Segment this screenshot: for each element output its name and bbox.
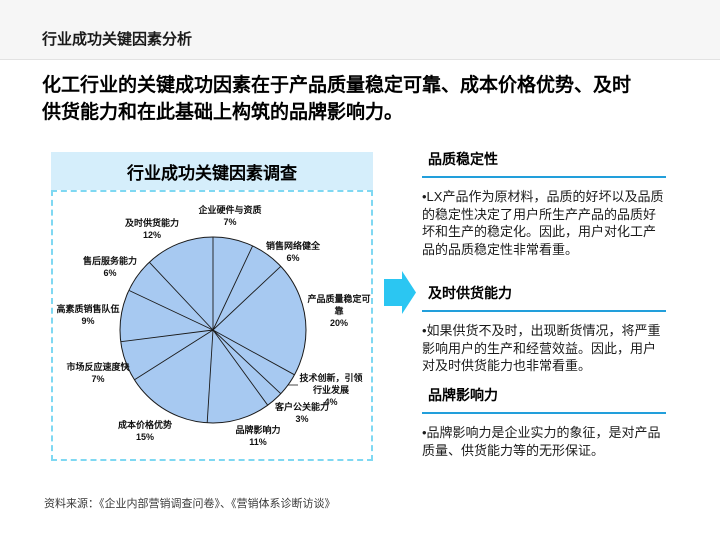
section-heading: 品质稳定性 bbox=[428, 151, 498, 167]
pie-slice-boundary bbox=[120, 329, 214, 343]
section-underline bbox=[422, 176, 666, 178]
section-underline bbox=[422, 310, 666, 312]
insight-section-quality: 品质稳定性 •LX产品作为原材料，品质的好坏以及品质的稳定性决定了用户所生产产品… bbox=[422, 150, 666, 258]
pie-slice-boundary bbox=[212, 329, 282, 395]
section-heading: 及时供货能力 bbox=[428, 285, 512, 301]
section-underline bbox=[422, 412, 666, 414]
pie-chart bbox=[119, 236, 307, 424]
page-title: 行业成功关键因素分析 bbox=[42, 31, 193, 48]
pie-slice-label: 市场反应速度快 7% bbox=[66, 362, 130, 384]
pie-slice-boundary bbox=[134, 329, 214, 381]
pie-slice-boundary bbox=[212, 245, 254, 331]
pie-slice-boundary bbox=[128, 289, 214, 331]
pie-slice-label: 产品质量稳定可靠 20% bbox=[307, 294, 371, 328]
right-arrow-icon bbox=[384, 271, 416, 314]
pie-slice-label: 技术创新，引领行业发展 4% bbox=[299, 373, 363, 407]
pie-slice-boundary bbox=[212, 265, 282, 331]
section-body: •品牌影响力是企业实力的象征，是对产品质量、供货能力等的无形保证。 bbox=[422, 425, 661, 458]
pie-slice-boundary bbox=[148, 261, 214, 331]
pie-slice-label: 客户公关能力 3% bbox=[274, 402, 330, 424]
pie-slice-label: 售后服务能力 6% bbox=[82, 256, 138, 278]
lead-heading: 化工行业的关键成功因素在于产品质量稳定可靠、成本价格优势、及时供货能力和在此基础… bbox=[42, 75, 632, 123]
pie-slice-label: 企业硬件与资质 7% bbox=[198, 205, 262, 227]
section-body: •如果供货不及时，出现断货情况，将严重影响用户的生产和经营效益。因此，用户对及时… bbox=[422, 323, 661, 373]
chart-title: 行业成功关键因素调查 bbox=[127, 163, 297, 183]
pie-slice-label: 及时供货能力 12% bbox=[124, 218, 180, 240]
pie-slice-label: 高素质销售队伍 9% bbox=[56, 304, 120, 326]
pie-slice-boundary bbox=[212, 329, 269, 406]
insight-section-brand: 品牌影响力 •品牌影响力是企业实力的象征，是对产品质量、供货能力等的无形保证。 bbox=[422, 386, 666, 459]
pie-slice-label: 销售网络健全 6% bbox=[265, 241, 321, 263]
pie-slice-boundary bbox=[212, 329, 295, 376]
header-band bbox=[0, 0, 720, 60]
pie-slice-label: 品牌影响力 11% bbox=[235, 425, 281, 447]
section-heading: 品牌影响力 bbox=[428, 387, 498, 403]
pie-slice-label: 成本价格优势 15% bbox=[117, 420, 173, 442]
chart-title-bar: 行业成功关键因素调查 bbox=[51, 152, 373, 190]
section-body: •LX产品作为原材料，品质的好坏以及品质的稳定性决定了用户所生产产品的品质好坏和… bbox=[422, 189, 664, 257]
pie-slice-boundary bbox=[206, 329, 214, 423]
source-note: 资料来源：《企业内部营销调查问卷》、《营销体系诊断访谈》 bbox=[44, 498, 336, 510]
insight-section-delivery: 及时供货能力 •如果供货不及时，出现断货情况，将严重影响用户的生产和经营效益。因… bbox=[422, 284, 666, 375]
